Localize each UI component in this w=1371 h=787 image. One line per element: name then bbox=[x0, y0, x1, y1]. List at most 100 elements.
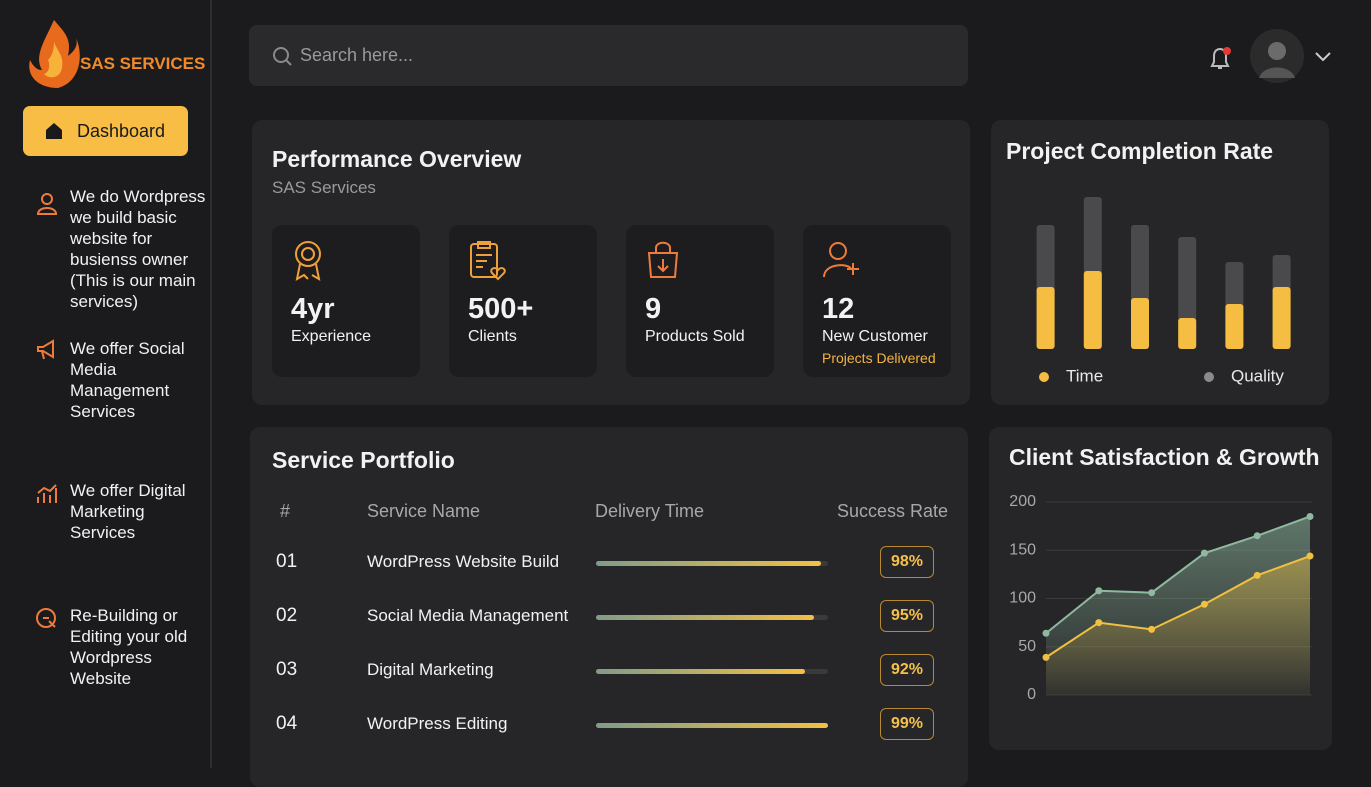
success-rate: 98% bbox=[880, 546, 934, 578]
stat-label: New Customer bbox=[822, 328, 928, 345]
bar bbox=[1083, 271, 1102, 349]
point bbox=[1306, 512, 1314, 520]
point bbox=[1200, 549, 1208, 557]
bar bbox=[1225, 304, 1244, 349]
area bbox=[1046, 556, 1310, 695]
bar bbox=[1178, 318, 1197, 349]
y-tick-label: 0 bbox=[1027, 686, 1036, 703]
point bbox=[1306, 552, 1314, 560]
bar bbox=[1131, 298, 1149, 349]
y-tick-label: 150 bbox=[1009, 541, 1036, 558]
y-tick-label: 100 bbox=[1009, 590, 1036, 607]
point bbox=[1253, 532, 1261, 540]
success-rate: 99% bbox=[880, 708, 934, 740]
chart-title: Client Satisfaction & Growth bbox=[1009, 444, 1320, 470]
stat-value: 4yr bbox=[291, 293, 335, 325]
nav-item[interactable]: We offer Social Media Management Service… bbox=[70, 339, 185, 421]
y-tick-label: 50 bbox=[1018, 638, 1036, 655]
table-row: 04 WordPress Editing 99% bbox=[250, 705, 968, 745]
nav-label: Dashboard bbox=[77, 120, 166, 141]
delivery-track bbox=[596, 561, 828, 566]
stat-label: Experience bbox=[291, 328, 372, 345]
stat-card: 12 New Customer Projects Delivered bbox=[803, 225, 951, 377]
table-row: 01 WordPress Website Build 98% bbox=[250, 543, 968, 583]
service-name: WordPress Editing bbox=[367, 714, 508, 733]
legend-label: Quality bbox=[1231, 366, 1284, 385]
rebuild-icon bbox=[36, 608, 56, 628]
point bbox=[1095, 619, 1103, 627]
stat-value: 9 bbox=[645, 293, 662, 325]
legend-label: Time bbox=[1066, 366, 1103, 385]
row-number: 01 bbox=[276, 551, 298, 572]
line bbox=[1045, 555, 1311, 659]
add-user-icon bbox=[823, 242, 859, 278]
stat-label: Products Sold bbox=[645, 328, 745, 345]
home-icon bbox=[46, 123, 62, 139]
chart-title: Project Completion Rate bbox=[1006, 138, 1273, 164]
user-icon bbox=[36, 193, 58, 215]
portfolio-card: Service Portfolio # Service Name Deliver… bbox=[250, 427, 968, 787]
service-name: WordPress Website Build bbox=[367, 552, 560, 571]
bag-icon bbox=[647, 241, 679, 278]
table-row: 02 Social Media Management 95% bbox=[250, 597, 968, 637]
legend-swatch bbox=[1204, 372, 1214, 382]
bar bbox=[1272, 287, 1291, 349]
nav-item[interactable]: We offer Digital Marketing Services bbox=[70, 481, 186, 542]
card-subtitle: SAS Services bbox=[272, 178, 376, 197]
megaphone-icon bbox=[37, 339, 54, 360]
y-tick-label: 200 bbox=[1009, 493, 1036, 510]
chart-icon bbox=[37, 484, 57, 503]
award-icon bbox=[295, 241, 321, 281]
card-title: Performance Overview bbox=[272, 146, 522, 172]
stat-card: 4yr Experience bbox=[272, 225, 420, 377]
point bbox=[1148, 589, 1156, 597]
delivery-bar bbox=[596, 561, 822, 566]
delivery-track bbox=[596, 723, 828, 728]
service-name: Digital Marketing bbox=[367, 660, 494, 679]
nav-item[interactable]: We do Wordpress we build basic website f… bbox=[70, 187, 206, 311]
clipboard-icon bbox=[470, 241, 506, 281]
stat-value: 500+ bbox=[468, 293, 534, 325]
row-number: 03 bbox=[276, 659, 298, 680]
card-title: Service Portfolio bbox=[272, 447, 455, 473]
stat-note: Projects Delivered bbox=[822, 350, 936, 366]
delivery-bar bbox=[596, 615, 815, 620]
row-number: 02 bbox=[276, 605, 298, 626]
stat-card: 9 Products Sold bbox=[626, 225, 774, 377]
point bbox=[1042, 629, 1050, 637]
stat-card: 500+ Clients bbox=[449, 225, 597, 377]
dropdown-chevron[interactable] bbox=[1313, 50, 1333, 64]
column-header: Delivery Time bbox=[595, 501, 705, 521]
performance-card: Performance Overview SAS Services 4yr Ex… bbox=[252, 120, 970, 405]
legend-swatch bbox=[1039, 372, 1049, 382]
bar bbox=[1036, 287, 1055, 349]
bell-icon[interactable] bbox=[1207, 44, 1235, 74]
table-row: 03 Digital Marketing 92% bbox=[250, 651, 968, 691]
point bbox=[1253, 571, 1261, 579]
point bbox=[1148, 625, 1156, 633]
logo-icon bbox=[29, 20, 80, 88]
column-header: # bbox=[280, 501, 291, 521]
delivery-bar bbox=[596, 669, 805, 674]
column-header: Service Name bbox=[367, 501, 481, 521]
point bbox=[1095, 587, 1103, 595]
sidebar-divider bbox=[210, 0, 212, 768]
search-bar[interactable] bbox=[249, 25, 968, 86]
logo-text: SAS SERVICES bbox=[80, 54, 206, 73]
nav-item[interactable]: Re-Building or Editing your old Wordpres… bbox=[70, 606, 188, 688]
column-header: Success Rate bbox=[837, 501, 949, 521]
delivery-track bbox=[596, 669, 828, 674]
stat-value: 12 bbox=[822, 293, 855, 325]
row-number: 04 bbox=[276, 713, 298, 734]
search-icon bbox=[273, 47, 292, 66]
success-rate: 95% bbox=[880, 600, 934, 632]
point bbox=[1200, 600, 1208, 608]
charts: Project Completion Rate Client Satisfact… bbox=[1006, 138, 1320, 703]
delivery-track bbox=[596, 615, 828, 620]
point bbox=[1042, 653, 1050, 661]
service-name: Social Media Management bbox=[367, 606, 569, 625]
avatar[interactable] bbox=[1249, 28, 1305, 84]
dashboard: SAS SERVICES Dashboard We do Wordpress w… bbox=[23, 0, 1333, 787]
stat-label: Clients bbox=[468, 328, 517, 345]
success-rate: 92% bbox=[880, 654, 934, 686]
